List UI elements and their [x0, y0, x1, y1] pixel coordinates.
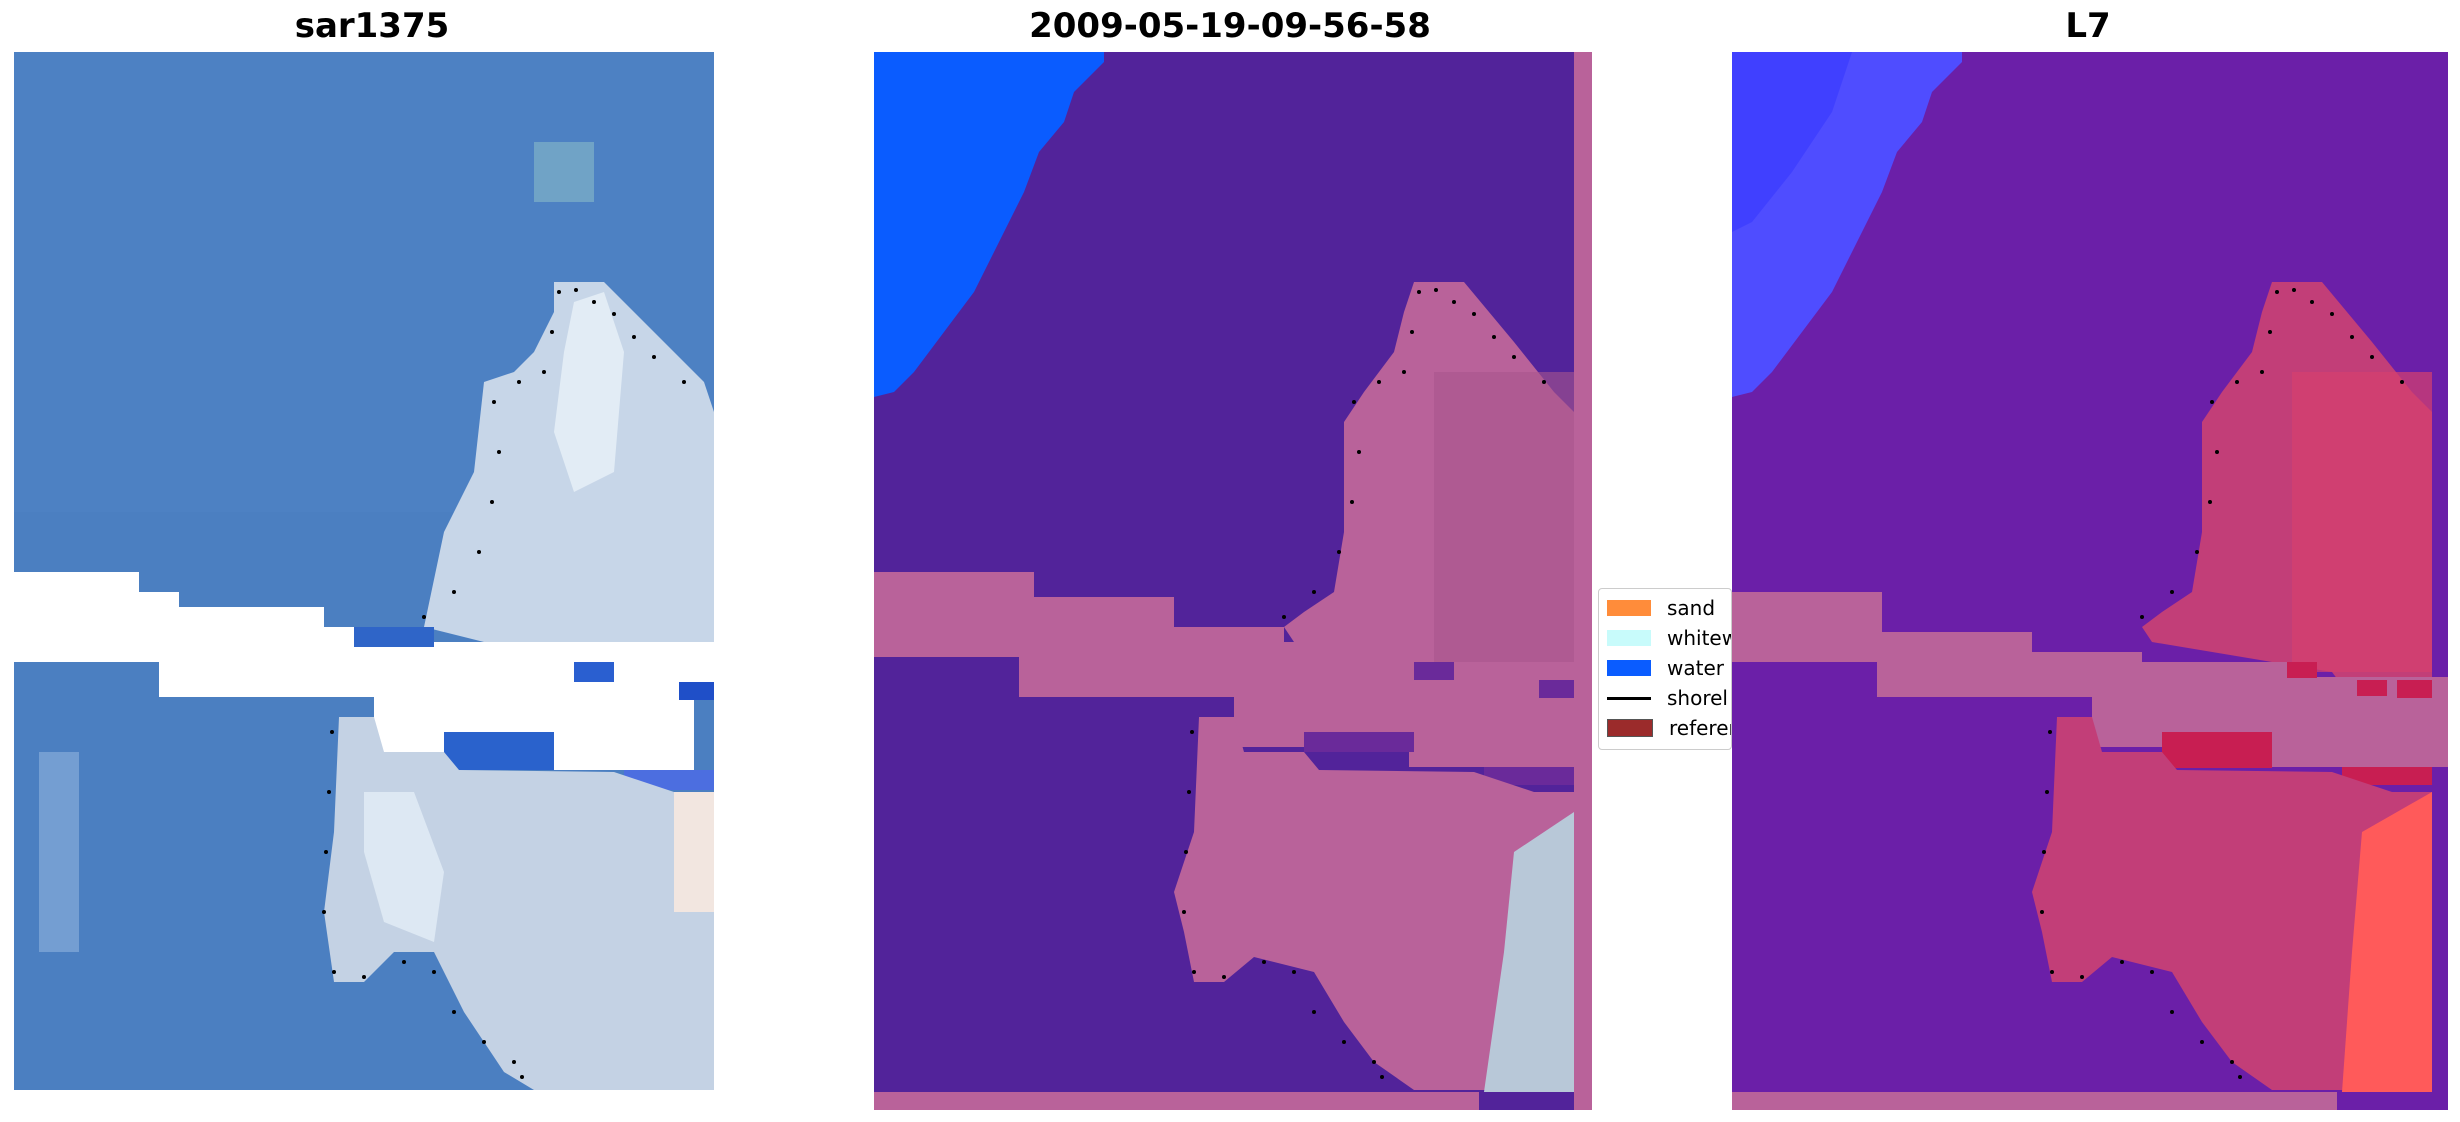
rgb-image-panel — [14, 52, 714, 1090]
legend-item-shoreline: shorel — [1607, 685, 1728, 711]
rgb-image — [14, 52, 714, 1090]
shoreline-dots — [1182, 288, 1546, 1079]
panel-title-3: L7 — [2065, 6, 2111, 46]
sand-swatch — [1607, 600, 1651, 616]
legend-label: referen — [1669, 716, 1731, 740]
legend-label: water — [1667, 656, 1724, 680]
legend-label: shorel — [1667, 686, 1728, 710]
legend-item-reference: referen — [1607, 715, 1731, 741]
panel-title-1: sar1375 — [294, 6, 450, 46]
classification-panel — [874, 52, 1592, 1110]
l7-panel — [1732, 52, 2448, 1110]
l7-image — [1732, 52, 2448, 1110]
classification-image — [874, 52, 1592, 1110]
legend-item-water: water — [1607, 655, 1724, 681]
shoreline-swatch — [1607, 696, 1651, 700]
legend-label: sand — [1667, 596, 1716, 620]
whitewater-swatch — [1607, 630, 1651, 646]
reference-swatch — [1607, 719, 1653, 737]
water-swatch — [1607, 660, 1651, 676]
shoreline-dots — [322, 288, 686, 1079]
panel-title-2: 2009-05-19-09-56-58 — [1029, 6, 1431, 46]
shoreline-dots — [2040, 288, 2404, 1079]
legend-item-sand: sand — [1607, 595, 1715, 621]
